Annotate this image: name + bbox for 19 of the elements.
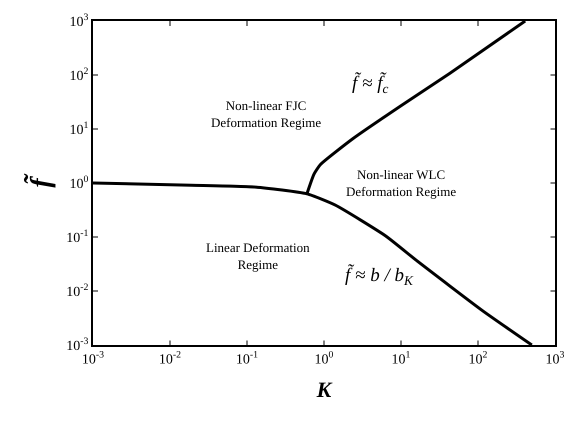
y-axis-title: f̃ (23, 172, 56, 188)
annotation: Linear Deformation Regime (206, 240, 310, 272)
x-tick-label: 10$^{1}$ (392, 350, 411, 368)
y-tick-label: 10$^{2}$ (70, 66, 89, 84)
x-tick-label: 10$^{2}$ (468, 350, 488, 368)
y-tick-label: 10$^{-1}$ (66, 228, 89, 246)
annotation: Non-linear WLC Deformation Regime (346, 167, 456, 199)
x-axis-title: K (316, 376, 333, 402)
annotation: f̃ ≈ b / b$_{K}$ (345, 264, 414, 288)
annotation: f̃ ≈ f̃$_{c}$ (352, 72, 388, 96)
x-tick-label: 10$^{3}$ (546, 350, 565, 368)
x-tick-label: 10$^{0}$ (314, 350, 334, 368)
y-tick-label: 10$^{1}$ (70, 120, 89, 138)
y-tick-label: 10$^{-2}$ (66, 282, 89, 300)
y-tick-label: 10$^{3}$ (70, 12, 89, 30)
y-tick-label: 10$^{0}$ (70, 174, 89, 192)
annotation: Non-linear FJC Deformation Regime (211, 98, 322, 130)
x-tick-label: 10$^{-2}$ (158, 350, 182, 368)
x-tick-label: 10$^{-1}$ (236, 350, 258, 368)
